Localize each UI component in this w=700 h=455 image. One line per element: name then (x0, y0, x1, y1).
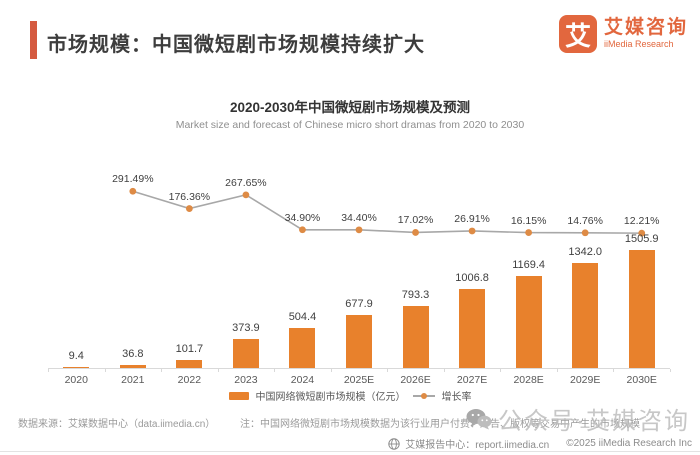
growth-value-label: 34.40% (341, 211, 377, 224)
bar-value-label: 504.4 (288, 311, 317, 324)
bar-2022 (176, 360, 203, 368)
chart-title: 2020-2030年中国微短剧市场规模及预测 (229, 100, 471, 115)
growth-dot (242, 191, 250, 199)
footnote-text: 注：中国网络微短剧市场规模数据为该行业用户付费、广告、版权等交易中产生的市场规模 (240, 419, 640, 430)
bar-value-label: 677.9 (345, 297, 373, 310)
x-axis-label: 2026E (400, 374, 431, 386)
logo-name-en: iiMedia Research (603, 39, 674, 50)
legend-line-marker-icon (412, 392, 435, 400)
x-axis-tick (556, 369, 558, 372)
watermark-text: 公众号·艾媒咨询 (498, 408, 690, 435)
growth-dot (525, 229, 533, 236)
bar-value-label: 1505.9 (624, 233, 659, 245)
growth-dot (581, 229, 589, 237)
x-axis-tick (613, 369, 615, 372)
bar-value-label: 373.9 (232, 321, 260, 334)
report-center-text: 艾媒报告中心：report.iimedia.cn (405, 440, 550, 451)
bar-value-label: 1342.0 (568, 245, 602, 258)
growth-value-label: 176.36% (168, 190, 211, 203)
x-axis-tick (387, 369, 389, 372)
growth-value-label: 291.49% (112, 173, 154, 186)
x-axis-label: 2030E (626, 374, 657, 386)
x-axis-tick (104, 369, 106, 372)
title-accent-bar (30, 21, 37, 59)
growth-value-label: 17.02% (397, 214, 434, 227)
growth-dot (468, 227, 476, 235)
watermark: 公众号·艾媒咨询 (466, 401, 690, 436)
page-title: 市场规模：中国微短剧市场规模持续扩大 (47, 34, 425, 56)
legend-bar-label: 中国网络微短剧市场规模（亿元） (255, 392, 406, 403)
growth-value-label: 14.76% (567, 214, 603, 227)
x-axis-label: 2024 (290, 374, 315, 386)
wechat-icon (466, 408, 492, 429)
bar-value-label: 9.4 (68, 350, 84, 362)
growth-value-label: 26.91% (454, 212, 490, 225)
x-axis-label: 2020 (64, 374, 88, 386)
growth-dot (185, 205, 193, 212)
x-axis-tick (330, 369, 332, 372)
x-axis-label: 2029E (569, 374, 601, 386)
growth-dot (355, 226, 363, 234)
x-axis-label: 2022 (177, 374, 202, 386)
x-axis-label: 2023 (234, 374, 258, 386)
bar-2026E (402, 305, 429, 368)
chart-subtitle: Market size and forecast of Chinese micr… (175, 119, 525, 131)
bar-value-label: 36.8 (122, 348, 144, 361)
iimedia-logo-icon: 艾 (558, 15, 597, 53)
x-axis-tick (217, 369, 219, 372)
x-axis-label: 2028E (513, 374, 544, 386)
bar-value-label: 1006.8 (455, 272, 489, 285)
bar-2030E (628, 250, 655, 368)
legend-line-label: 增长率 (441, 392, 472, 403)
footer-divider (0, 451, 700, 452)
x-axis-tick (670, 369, 671, 372)
x-axis-label: 2025E (343, 374, 375, 386)
x-axis-tick (161, 369, 163, 372)
copyright-text: ©2025 iiMedia Research Inc (566, 438, 692, 449)
bar-2025E (346, 314, 372, 368)
growth-value-label: 267.65% (225, 176, 267, 189)
x-axis-tick (500, 369, 502, 372)
globe-icon (388, 437, 400, 450)
growth-dot (129, 187, 137, 195)
bar-value-label: 793.3 (401, 288, 430, 301)
bar-2028E (515, 276, 542, 368)
x-axis-tick (274, 369, 276, 372)
growth-value-label: 12.21% (623, 215, 660, 228)
chart-legend: 中国网络微短剧市场规模（亿元） 增长率 (0, 388, 700, 403)
logo-text: 艾媒咨询 iiMedia Research (604, 18, 688, 49)
legend-bar-swatch (228, 391, 249, 400)
x-axis-tick (48, 369, 49, 372)
report-footer: 艾媒报告中心：report.iimedia.cn ©2025 iiMedia R… (388, 436, 692, 451)
data-source-text: 数据来源：艾媒数据中心（data.iimedia.cn） (18, 419, 216, 430)
bar-2024 (289, 328, 316, 368)
x-axis-line (48, 368, 670, 369)
bar-2027E (459, 289, 486, 368)
x-axis-label: 2027E (456, 374, 488, 386)
x-axis-label: 2021 (121, 374, 145, 386)
growth-value-label: 16.15% (510, 214, 547, 227)
bar-2023 (232, 338, 259, 368)
bar-2021 (119, 365, 146, 368)
bar-2029E (572, 262, 599, 368)
x-axis-tick (443, 369, 445, 372)
bar-2020 (63, 367, 90, 368)
growth-dot (412, 229, 419, 236)
bar-value-label: 101.7 (175, 343, 204, 356)
growth-value-label: 34.90% (284, 211, 321, 224)
iimedia-logo: 艾 艾媒咨询 iiMedia Research (558, 15, 688, 53)
bar-value-label: 1169.4 (512, 259, 546, 272)
logo-name-cn: 艾媒咨询 (603, 17, 688, 39)
growth-dot (299, 226, 306, 234)
